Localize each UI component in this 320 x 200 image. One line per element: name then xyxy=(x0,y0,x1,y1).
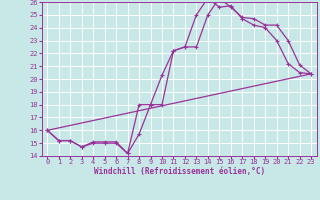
X-axis label: Windchill (Refroidissement éolien,°C): Windchill (Refroidissement éolien,°C) xyxy=(94,167,265,176)
